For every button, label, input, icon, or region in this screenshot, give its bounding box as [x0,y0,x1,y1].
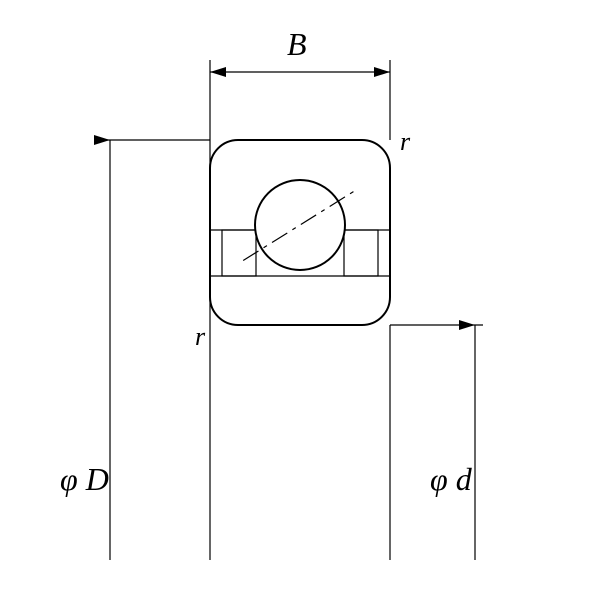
bearing-cross-section-diagram: B φ D φ d r r [0,0,600,600]
ball [255,180,345,270]
dim-D-label: φ D [60,461,109,497]
r-label-top: r [400,127,411,156]
dim-d-label: φ d [430,461,473,497]
r-label-bottom: r [195,322,206,351]
inner-cutout-right [344,230,378,276]
dim-B-label: B [287,26,307,62]
inner-cutout-left [222,230,256,276]
